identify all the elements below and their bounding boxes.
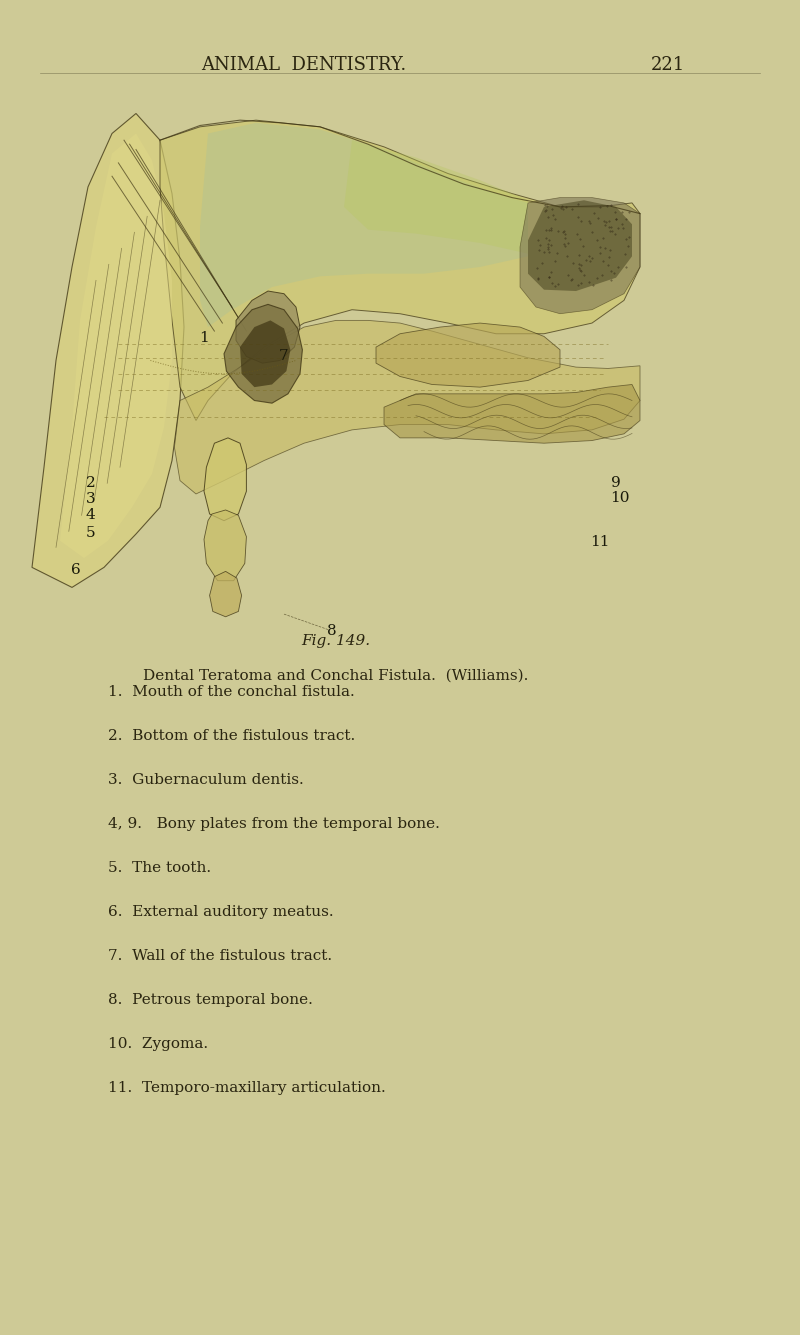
Polygon shape (528, 200, 632, 291)
Text: Fig. 149.: Fig. 149. (302, 634, 370, 647)
Polygon shape (236, 291, 300, 363)
Polygon shape (376, 323, 560, 387)
Text: ANIMAL  DENTISTRY.: ANIMAL DENTISTRY. (202, 56, 406, 73)
Text: 10.  Zygoma.: 10. Zygoma. (108, 1037, 208, 1051)
Polygon shape (32, 113, 184, 587)
Text: 7.  Wall of the fistulous tract.: 7. Wall of the fistulous tract. (108, 949, 332, 963)
Text: 4: 4 (86, 509, 95, 522)
Polygon shape (344, 140, 528, 254)
Polygon shape (384, 384, 640, 443)
Polygon shape (60, 134, 172, 558)
Text: 6.  External auditory meatus.: 6. External auditory meatus. (108, 905, 334, 918)
Text: 2: 2 (86, 477, 95, 490)
Text: 6: 6 (71, 563, 81, 577)
Polygon shape (520, 198, 640, 314)
Polygon shape (174, 320, 640, 494)
Text: 3: 3 (86, 493, 95, 506)
Polygon shape (224, 304, 302, 403)
Text: 11.  Temporo-maxillary articulation.: 11. Temporo-maxillary articulation. (108, 1081, 386, 1095)
Polygon shape (204, 438, 246, 521)
Text: 10: 10 (610, 491, 630, 505)
Text: 1: 1 (199, 331, 209, 344)
Text: 8.  Petrous temporal bone.: 8. Petrous temporal bone. (108, 993, 313, 1007)
Polygon shape (200, 123, 528, 327)
Text: 5.  The tooth.: 5. The tooth. (108, 861, 211, 874)
Text: 4, 9.   Bony plates from the temporal bone.: 4, 9. Bony plates from the temporal bone… (108, 817, 440, 830)
Text: 9: 9 (611, 477, 621, 490)
Text: Dental Teratoma and Conchal Fistula.  (Williams).: Dental Teratoma and Conchal Fistula. (Wi… (143, 669, 529, 682)
Text: 5: 5 (86, 526, 95, 539)
Text: 11: 11 (590, 535, 610, 549)
Text: 221: 221 (651, 56, 685, 73)
Polygon shape (240, 320, 290, 387)
Text: 1.  Mouth of the conchal fistula.: 1. Mouth of the conchal fistula. (108, 685, 354, 698)
Polygon shape (160, 120, 640, 421)
Polygon shape (204, 510, 246, 581)
Text: 3.  Gubernaculum dentis.: 3. Gubernaculum dentis. (108, 773, 304, 786)
Text: 8: 8 (327, 625, 337, 638)
Text: 7: 7 (279, 350, 289, 363)
Text: 2.  Bottom of the fistulous tract.: 2. Bottom of the fistulous tract. (108, 729, 355, 742)
Polygon shape (210, 571, 242, 617)
